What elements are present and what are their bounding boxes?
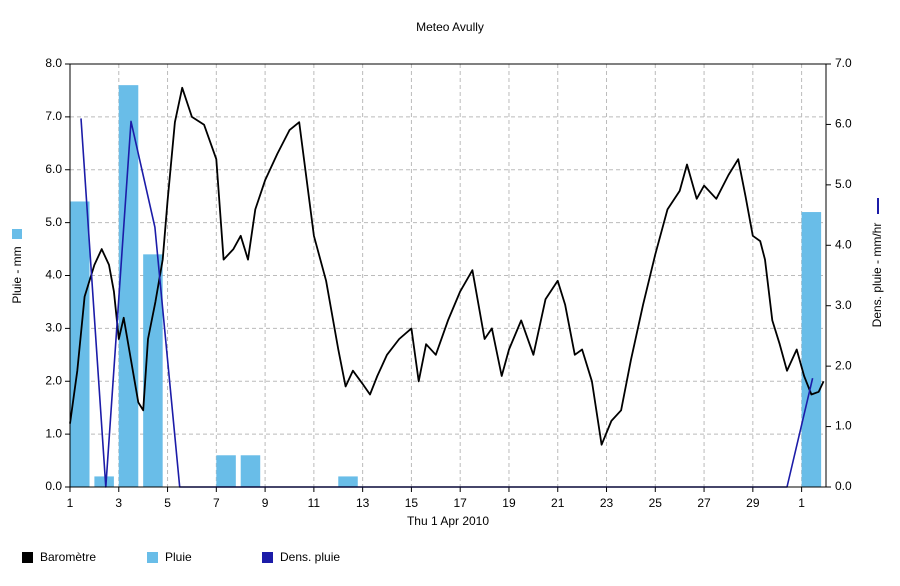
- y-tick-label: 8.0: [45, 56, 62, 70]
- x-tick-label: 7: [213, 496, 220, 510]
- x-tick-label: 25: [649, 496, 663, 510]
- y2-axis-label: Dens. pluie - mm/hr: [870, 223, 884, 328]
- x-tick-label: 1: [798, 496, 805, 510]
- legend-label: Dens. pluie: [280, 550, 340, 564]
- y2-tick-label: 7.0: [835, 56, 852, 70]
- y-tick-label: 7.0: [45, 109, 62, 123]
- y2-tick-label: 5.0: [835, 177, 852, 191]
- legend-swatch: [147, 552, 158, 563]
- bar: [118, 85, 139, 488]
- y-tick-label: 5.0: [45, 215, 62, 229]
- bar: [216, 455, 236, 487]
- y2-tick-label: 1.0: [835, 419, 852, 433]
- legend-swatch: [262, 552, 273, 563]
- bar: [94, 476, 114, 487]
- y-axis-label: Pluie - mm: [10, 246, 24, 303]
- y-tick-label: 3.0: [45, 321, 62, 335]
- y2-tick-label: 6.0: [835, 117, 852, 131]
- legend-label: Baromètre: [40, 550, 96, 564]
- x-tick-label: 3: [115, 496, 122, 510]
- legend-swatch: [22, 552, 33, 563]
- x-tick-label: 1: [67, 496, 74, 510]
- y-tick-label: 6.0: [45, 162, 62, 176]
- y2-tick-label: 2.0: [835, 358, 852, 372]
- x-tick-label: 27: [697, 496, 711, 510]
- y2-tick-label: 0.0: [835, 479, 852, 493]
- y-tick-label: 2.0: [45, 373, 62, 387]
- bar: [801, 212, 822, 488]
- y2-tick-label: 4.0: [835, 237, 852, 251]
- x-tick-label: 11: [308, 496, 321, 510]
- y-tick-label: 1.0: [45, 426, 62, 440]
- x-tick-label: 13: [356, 496, 370, 510]
- bar: [143, 254, 163, 487]
- line: [80, 118, 814, 488]
- x-tick-label: 9: [262, 496, 269, 510]
- bar: [338, 476, 358, 487]
- x-tick-label: 21: [551, 496, 565, 510]
- x-tick-label: 5: [164, 496, 171, 510]
- bar: [240, 455, 261, 487]
- y2-tick-label: 3.0: [835, 298, 852, 312]
- x-tick-label: 23: [600, 496, 614, 510]
- x-axis-label: Thu 1 Apr 2010: [407, 514, 489, 528]
- legend-label: Pluie: [165, 550, 192, 564]
- x-tick-label: 15: [405, 496, 419, 510]
- axis-swatch: [12, 229, 22, 239]
- x-tick-label: 19: [502, 496, 516, 510]
- plot-frame: [69, 63, 827, 488]
- line: [69, 86, 825, 446]
- x-tick-label: 17: [454, 496, 468, 510]
- chart-title: Meteo Avully: [416, 20, 484, 34]
- x-tick-label: 29: [746, 496, 760, 510]
- y-tick-label: 4.0: [45, 268, 62, 282]
- y-tick-label: 0.0: [45, 479, 62, 493]
